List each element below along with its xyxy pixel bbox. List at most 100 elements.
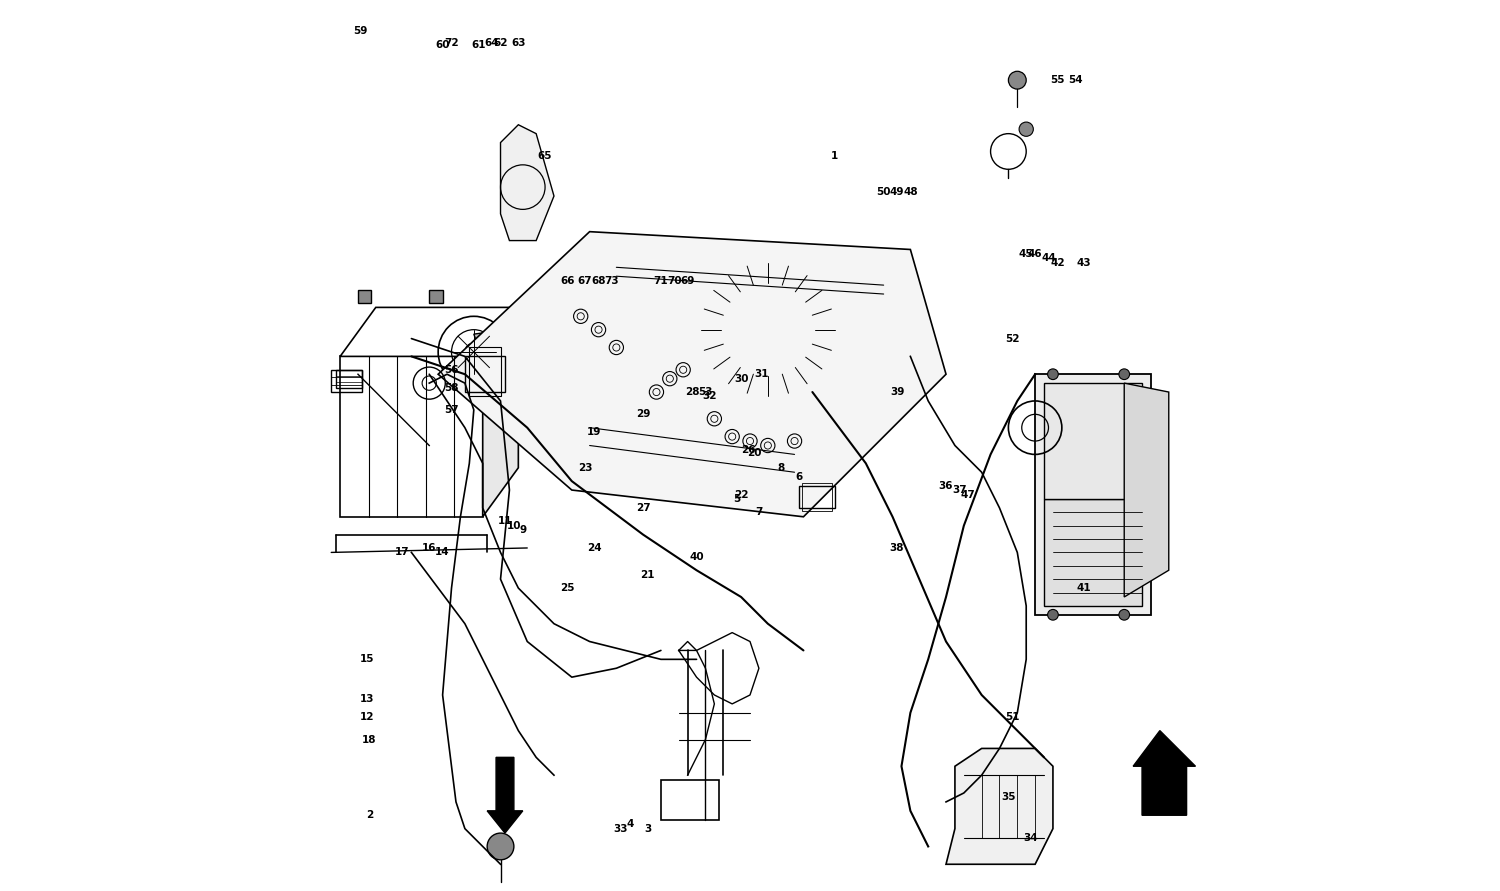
Text: 29: 29 bbox=[636, 409, 651, 420]
Text: 14: 14 bbox=[435, 547, 450, 558]
Text: 9: 9 bbox=[519, 525, 526, 535]
Text: 61: 61 bbox=[471, 39, 486, 50]
Text: 2: 2 bbox=[366, 810, 374, 821]
Circle shape bbox=[1047, 609, 1059, 620]
Text: 22: 22 bbox=[734, 489, 748, 500]
Text: 5: 5 bbox=[734, 494, 741, 504]
Circle shape bbox=[1008, 71, 1026, 89]
Text: 67: 67 bbox=[578, 275, 592, 286]
Text: 52: 52 bbox=[1005, 333, 1020, 344]
Bar bbox=[662, 780, 718, 820]
Bar bbox=[429, 290, 442, 303]
Text: 50: 50 bbox=[876, 186, 891, 197]
Text: 71: 71 bbox=[654, 275, 668, 286]
Polygon shape bbox=[946, 748, 1053, 864]
Bar bbox=[340, 356, 483, 517]
Text: 4: 4 bbox=[626, 819, 633, 830]
Text: 15: 15 bbox=[360, 654, 374, 665]
Text: 64: 64 bbox=[484, 37, 500, 48]
Bar bbox=[332, 370, 363, 392]
Polygon shape bbox=[1124, 383, 1168, 597]
Text: 62: 62 bbox=[494, 37, 508, 48]
Text: 1: 1 bbox=[831, 151, 839, 161]
Polygon shape bbox=[483, 307, 519, 517]
Circle shape bbox=[1047, 369, 1059, 380]
Text: 60: 60 bbox=[435, 39, 450, 50]
Text: 8: 8 bbox=[777, 462, 784, 473]
Text: 37: 37 bbox=[952, 485, 966, 495]
Text: 63: 63 bbox=[512, 37, 525, 48]
Text: 23: 23 bbox=[578, 462, 592, 473]
Text: 65: 65 bbox=[538, 151, 552, 161]
Text: 13: 13 bbox=[360, 694, 374, 705]
Text: 40: 40 bbox=[688, 552, 703, 562]
Text: 59: 59 bbox=[354, 26, 368, 37]
Text: 48: 48 bbox=[903, 186, 918, 197]
Text: 24: 24 bbox=[586, 543, 602, 553]
Text: 7: 7 bbox=[754, 507, 762, 518]
Text: 35: 35 bbox=[1000, 792, 1016, 803]
Text: 17: 17 bbox=[394, 547, 410, 558]
Text: 42: 42 bbox=[1050, 257, 1065, 268]
Text: 55: 55 bbox=[1050, 75, 1065, 86]
Circle shape bbox=[1119, 369, 1130, 380]
Text: 18: 18 bbox=[363, 734, 376, 745]
Text: 66: 66 bbox=[560, 275, 574, 286]
Text: 28: 28 bbox=[686, 387, 699, 397]
Text: 56: 56 bbox=[444, 364, 459, 375]
Bar bbox=[1044, 383, 1142, 499]
Text: 31: 31 bbox=[754, 369, 770, 380]
Polygon shape bbox=[340, 307, 519, 356]
Text: 3: 3 bbox=[644, 823, 651, 834]
Bar bbox=[465, 356, 506, 392]
Text: 33: 33 bbox=[614, 823, 628, 834]
Bar bbox=[336, 370, 363, 388]
Text: 54: 54 bbox=[1068, 75, 1083, 86]
Text: 45: 45 bbox=[1019, 249, 1034, 259]
Text: 11: 11 bbox=[498, 516, 512, 527]
Polygon shape bbox=[488, 757, 524, 833]
Bar bbox=[1044, 499, 1142, 606]
Text: 21: 21 bbox=[640, 569, 656, 580]
Text: 53: 53 bbox=[698, 387, 712, 397]
Text: 49: 49 bbox=[890, 186, 904, 197]
Text: 70: 70 bbox=[668, 275, 681, 286]
Circle shape bbox=[1119, 609, 1130, 620]
Bar bbox=[470, 347, 501, 396]
Text: 12: 12 bbox=[360, 712, 374, 723]
Text: 43: 43 bbox=[1077, 257, 1092, 268]
Text: 58: 58 bbox=[444, 382, 459, 393]
Text: 20: 20 bbox=[747, 447, 762, 458]
Text: 47: 47 bbox=[962, 489, 975, 500]
Text: 19: 19 bbox=[586, 427, 602, 437]
Text: 25: 25 bbox=[560, 583, 574, 593]
Bar bbox=[358, 290, 372, 303]
Text: 69: 69 bbox=[681, 275, 694, 286]
Text: 46: 46 bbox=[1028, 249, 1042, 259]
Text: 38: 38 bbox=[890, 543, 904, 553]
Polygon shape bbox=[474, 307, 678, 370]
Text: 39: 39 bbox=[890, 387, 904, 397]
Text: 41: 41 bbox=[1077, 583, 1092, 593]
Text: 6: 6 bbox=[795, 471, 802, 482]
Text: 68: 68 bbox=[591, 275, 606, 286]
Text: 34: 34 bbox=[1023, 832, 1038, 843]
Polygon shape bbox=[438, 232, 946, 517]
Text: 51: 51 bbox=[1005, 712, 1020, 723]
Text: 30: 30 bbox=[734, 373, 748, 384]
Text: 26: 26 bbox=[741, 445, 756, 455]
Text: 72: 72 bbox=[444, 37, 459, 48]
Text: 73: 73 bbox=[604, 275, 619, 286]
Bar bbox=[800, 486, 834, 508]
Text: 32: 32 bbox=[702, 391, 717, 402]
Polygon shape bbox=[1132, 731, 1196, 815]
Bar bbox=[801, 483, 832, 511]
Text: 57: 57 bbox=[444, 405, 459, 415]
Text: 36: 36 bbox=[939, 480, 954, 491]
Text: 27: 27 bbox=[636, 503, 651, 513]
Polygon shape bbox=[501, 125, 554, 241]
Text: 44: 44 bbox=[1041, 253, 1056, 264]
Polygon shape bbox=[1035, 374, 1150, 615]
Text: 10: 10 bbox=[507, 520, 520, 531]
Circle shape bbox=[488, 833, 514, 860]
